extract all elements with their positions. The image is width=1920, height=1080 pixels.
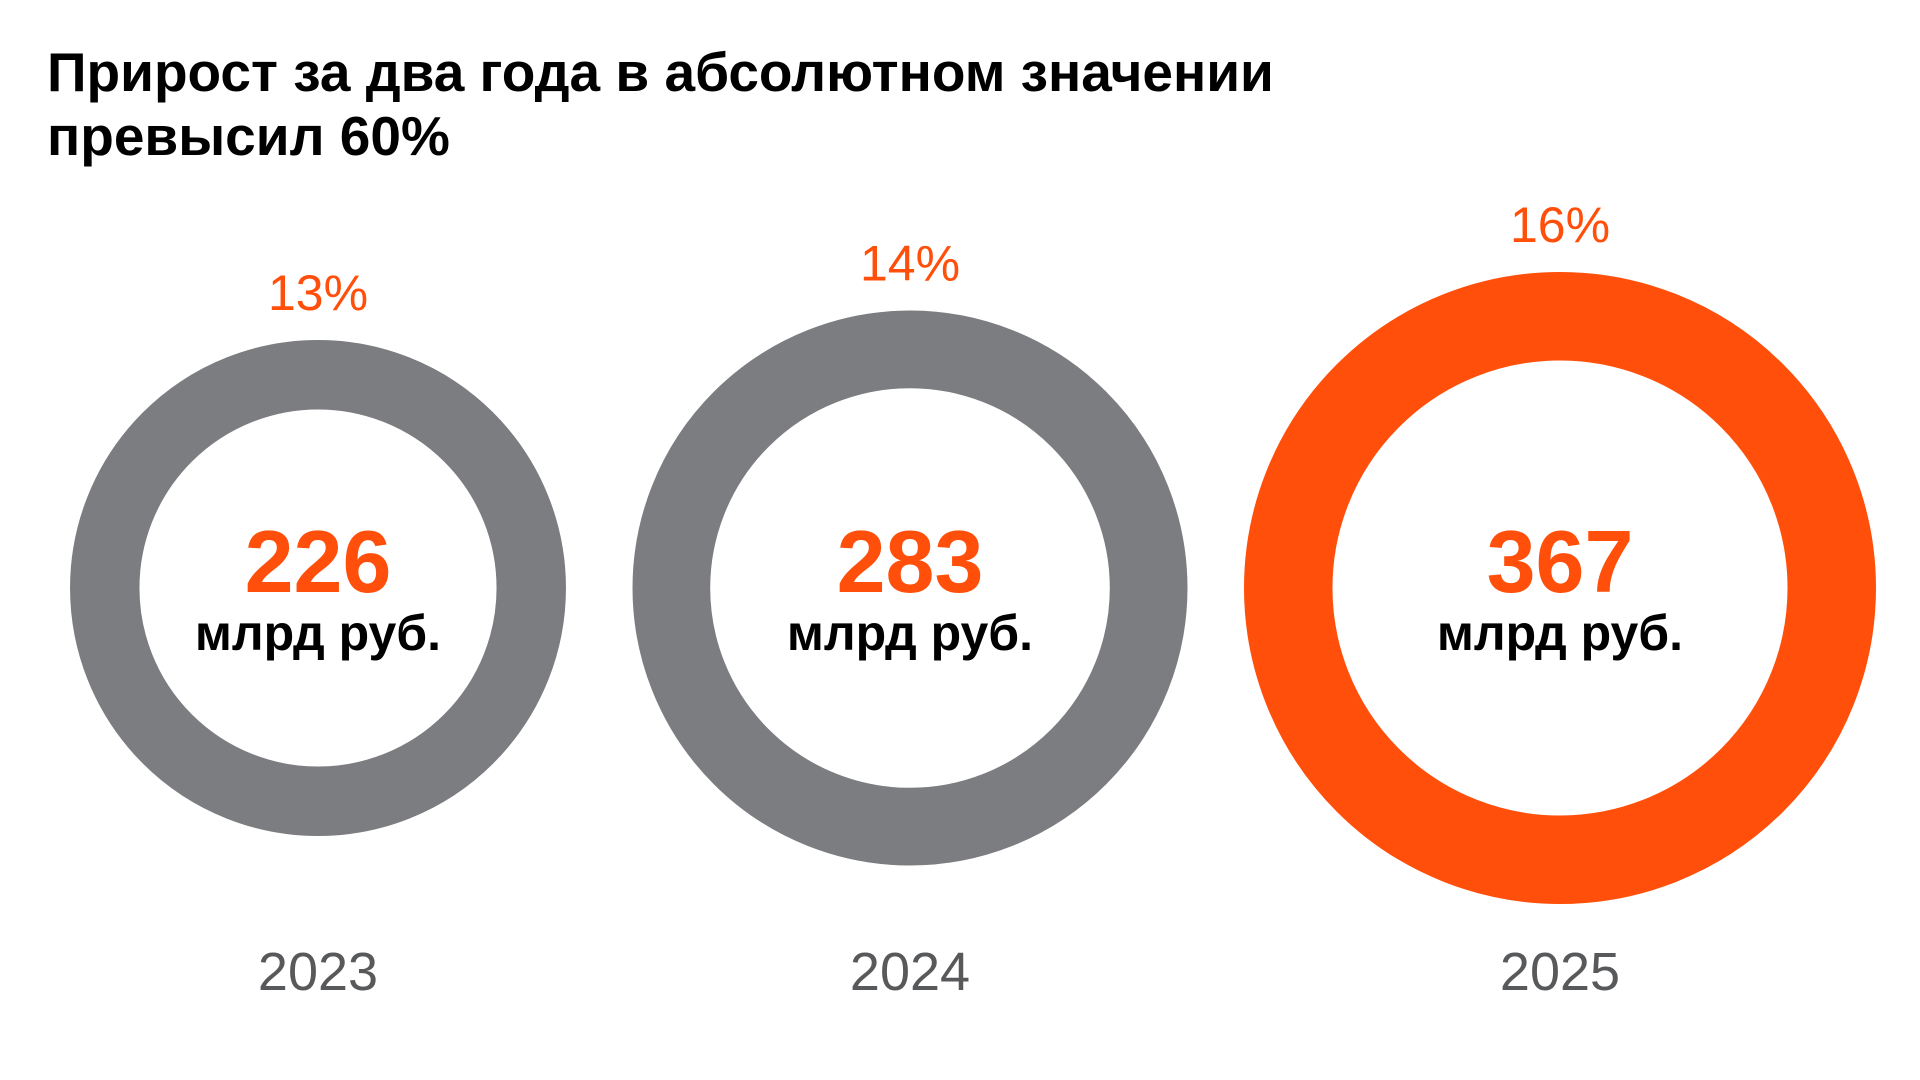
- donut-ring-2023: [70, 340, 566, 836]
- year-label-2024: 2024: [850, 942, 970, 1002]
- donut-ring-2025: [1243, 271, 1877, 905]
- value-label-2024: 283: [837, 512, 984, 611]
- unit-label-2024: млрд руб.: [787, 605, 1033, 661]
- page-title: Прирост за два года в абсолютном значени…: [47, 41, 1274, 167]
- share-label-2025: 16%: [1510, 197, 1610, 253]
- unit-label-2025: млрд руб.: [1437, 605, 1683, 661]
- year-label-2025: 2025: [1500, 942, 1620, 1002]
- share-label-2023: 13%: [268, 265, 368, 321]
- unit-label-2023: млрд руб.: [195, 605, 441, 661]
- value-label-2025: 367: [1487, 512, 1634, 611]
- donut-ring-2024: [632, 310, 1188, 866]
- year-label-2023: 2023: [258, 942, 378, 1002]
- share-label-2024: 14%: [860, 236, 960, 292]
- value-label-2023: 226: [245, 512, 392, 611]
